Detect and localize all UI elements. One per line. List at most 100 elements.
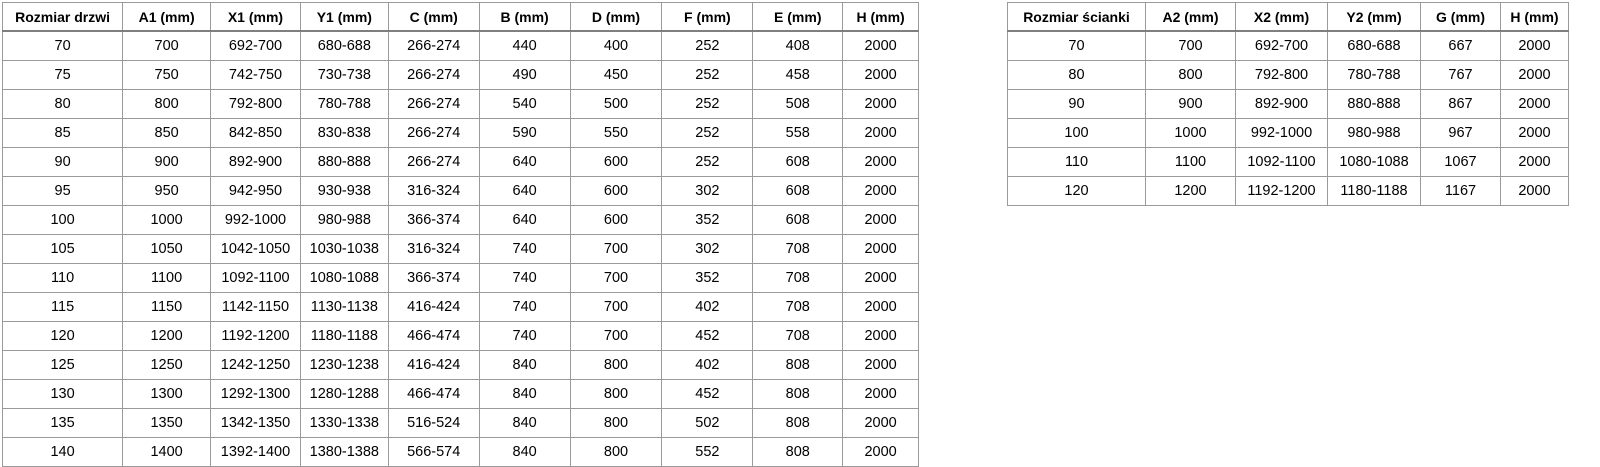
table-cell: 2000: [842, 30, 919, 61]
table-cell: 1350: [122, 408, 212, 438]
table-cell: 980-988: [1327, 118, 1421, 148]
table-cell: 2000: [842, 147, 919, 177]
table-cell: 708: [752, 321, 844, 351]
door-column-header: A1 (mm): [122, 2, 212, 32]
table-cell: 708: [752, 292, 844, 322]
table-cell: 402: [661, 292, 754, 322]
table-cell: 700: [569, 292, 663, 322]
table-cell: 2000: [1500, 60, 1569, 90]
wall-size-cell: 90: [1007, 89, 1146, 119]
door-column-header: C (mm): [387, 2, 480, 32]
table-cell: 842-850: [210, 118, 301, 148]
wall-column-header: Y2 (mm): [1327, 2, 1421, 32]
table-cell: 1292-1300: [210, 379, 301, 409]
door-size-cell: 110: [1, 263, 124, 293]
door-size-cell: 115: [1, 292, 124, 322]
wall-column-header: A2 (mm): [1145, 2, 1236, 32]
table-cell: 900: [1145, 89, 1236, 119]
door-size-cell: 100: [1, 205, 124, 235]
table-cell: 1200: [1145, 176, 1236, 206]
table-cell: 942-950: [210, 176, 301, 206]
door-column-header: Y1 (mm): [299, 2, 389, 32]
table-cell: 740: [478, 321, 571, 351]
table-cell: 967: [1420, 118, 1501, 148]
wall-size-table-body: 70 700 692-700 680-688 667 2000 80 800 792-800 78…: [1007, 30, 1569, 206]
table-cell: 466-474: [387, 321, 480, 351]
wall-size-cell: 100: [1007, 118, 1146, 148]
table-cell: 1192-1200: [210, 321, 301, 351]
table-cell: 352: [661, 263, 754, 293]
table-row: 80 800 792-800 780-788 767 2000: [1007, 60, 1569, 90]
table-cell: 892-900: [1235, 89, 1328, 119]
table-row: 70 700 692-700 680-688 667 2000: [1007, 30, 1569, 61]
table-cell: 252: [661, 89, 754, 119]
table-cell: 2000: [842, 437, 919, 467]
table-cell: 640: [478, 147, 571, 177]
table-row: 105 1050 1042-1050 1030-1038 316-324 740 700 30…: [1, 234, 919, 264]
table-cell: 266-274: [387, 118, 480, 148]
table-cell: 458: [752, 60, 844, 90]
wall-size-cell: 80: [1007, 60, 1146, 90]
table-cell: 840: [478, 408, 571, 438]
table-cell: 808: [752, 408, 844, 438]
table-cell: 2000: [1500, 118, 1569, 148]
door-size-cell: 85: [1, 118, 124, 148]
table-cell: 980-988: [299, 205, 389, 235]
table-cell: 808: [752, 350, 844, 380]
table-cell: 2000: [842, 234, 919, 264]
table-cell: 930-938: [299, 176, 389, 206]
table-cell: 558: [752, 118, 844, 148]
table-cell: 1042-1050: [210, 234, 301, 264]
table-row: 120 1200 1192-1200 1180-1188 466-474 740 700 45…: [1, 321, 919, 351]
table-header-row: Rozmiar drzwi A1 (mm) X1 (mm) Y1 (mm) C (mm)…: [1, 2, 919, 32]
table-cell: 550: [569, 118, 663, 148]
door-size-table-container: Rozmiar drzwi A1 (mm) X1 (mm) Y1 (mm) C (mm)…: [1, 2, 919, 467]
table-cell: 830-838: [299, 118, 389, 148]
table-row: 85 850 842-850 830-838 266-274 590 550 252 558 20…: [1, 118, 919, 148]
table-cell: 1092-1100: [210, 263, 301, 293]
table-row: 90 900 892-900 880-888 266-274 640 600 252 608 20…: [1, 147, 919, 177]
table-row: 140 1400 1392-1400 1380-1388 566-574 840 800 55…: [1, 437, 919, 467]
table-cell: 1400: [122, 437, 212, 467]
table-cell: 1230-1238: [299, 350, 389, 380]
table-cell: 880-888: [299, 147, 389, 177]
table-cell: 508: [752, 89, 844, 119]
table-cell: 2000: [842, 321, 919, 351]
table-cell: 252: [661, 118, 754, 148]
table-row: 135 1350 1342-1350 1330-1338 516-524 840 800 50…: [1, 408, 919, 438]
table-cell: 680-688: [299, 30, 389, 61]
wall-column-header: Rozmiar ścianki: [1007, 2, 1146, 32]
table-cell: 1130-1138: [299, 292, 389, 322]
table-cell: 2000: [842, 205, 919, 235]
table-cell: 867: [1420, 89, 1501, 119]
table-cell: 266-274: [387, 89, 480, 119]
table-cell: 840: [478, 379, 571, 409]
table-row: 130 1300 1292-1300 1280-1288 466-474 840 800 45…: [1, 379, 919, 409]
table-cell: 892-900: [210, 147, 301, 177]
table-row: 100 1000 992-1000 980-988 967 2000: [1007, 118, 1569, 148]
table-cell: 700: [1145, 30, 1236, 61]
door-size-table: Rozmiar drzwi A1 (mm) X1 (mm) Y1 (mm) C (mm)…: [1, 2, 919, 467]
table-cell: 750: [122, 60, 212, 90]
table-cell: 2000: [842, 263, 919, 293]
table-cell: 840: [478, 350, 571, 380]
door-column-header: H (mm): [842, 2, 919, 32]
table-cell: 500: [569, 89, 663, 119]
table-cell: 600: [569, 176, 663, 206]
table-cell: 850: [122, 118, 212, 148]
table-cell: 740: [478, 234, 571, 264]
table-cell: 800: [569, 408, 663, 438]
wall-size-cell: 110: [1007, 147, 1146, 177]
table-cell: 316-324: [387, 176, 480, 206]
door-column-header: X1 (mm): [210, 2, 301, 32]
table-cell: 800: [122, 89, 212, 119]
table-cell: 808: [752, 437, 844, 467]
door-size-table-body: 70 700 692-700 680-688 266-274 440 400 252 408 20…: [1, 30, 919, 467]
table-cell: 252: [661, 147, 754, 177]
table-row: 110 1100 1092-1100 1080-1088 366-374 740 700 35…: [1, 263, 919, 293]
table-cell: 800: [569, 350, 663, 380]
table-cell: 2000: [842, 379, 919, 409]
wall-size-cell: 120: [1007, 176, 1146, 206]
table-cell: 266-274: [387, 30, 480, 61]
table-cell: 1242-1250: [210, 350, 301, 380]
